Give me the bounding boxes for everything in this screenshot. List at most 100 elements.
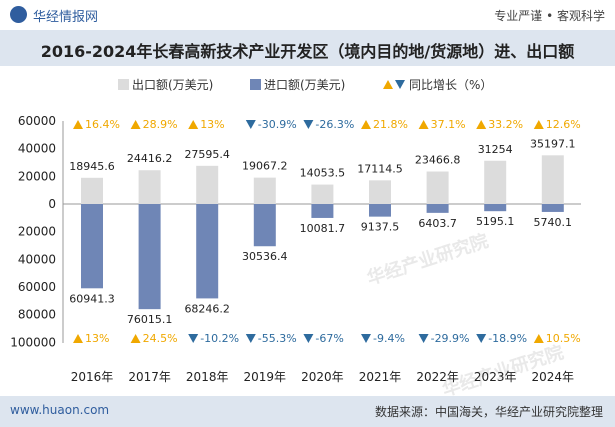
top-bar: 华经情报网 专业严谨 • 客观科学 [0,0,615,30]
x-tick-label: 2018年 [186,370,229,384]
legend-swatch-export [118,79,129,90]
growth-label-import: -55.3% [258,332,297,345]
bar-import [81,204,103,289]
legend-label-export: 出口额(万美元) [132,78,213,92]
data-label-export: 14053.5 [300,167,346,180]
bar-export [369,180,391,204]
watermark-text: 华经产业研究院 [364,230,491,290]
growth-down-triangle [188,334,199,343]
data-label-import: 5740.1 [534,216,573,229]
bar-export [541,155,564,204]
bar-import [196,204,219,299]
growth-label-import: -67% [315,332,343,345]
x-tick-label: 2017年 [128,370,171,384]
bar-export [253,177,276,204]
data-label-export: 19067.2 [242,160,288,173]
growth-label-import: -9.4% [373,332,405,345]
y-tick-label: 100000 [10,335,56,349]
x-tick-label: 2020年 [301,370,344,384]
bar-import [484,204,507,212]
growth-up-triangle [533,120,544,129]
y-tick-label: 40000 [18,142,56,156]
data-label-export: 23466.8 [415,154,461,167]
data-label-import: 60941.3 [69,292,115,305]
bar-import [253,204,276,247]
data-label-import: 5195.1 [476,215,515,228]
bar-import [369,204,391,217]
data-label-import: 6403.7 [418,217,457,230]
bar-import [426,204,449,213]
legend-up-triangle [383,80,393,89]
growth-up-triangle [361,120,371,129]
growth-down-triangle [361,334,371,343]
growth-label-import: -29.9% [431,332,470,345]
data-label-export: 17114.5 [357,162,403,175]
data-label-import: 30536.4 [242,250,288,263]
bar-export [196,165,219,204]
legend-label-growth: 同比增长（%） [409,78,492,92]
data-label-export: 18945.6 [69,160,115,173]
x-tick-label: 2021年 [359,370,402,384]
growth-up-triangle [130,120,141,129]
bar-import [138,204,161,310]
bar-export [484,160,507,204]
legend-swatch-import [250,79,261,90]
legend-label-import: 进口额(万美元) [264,78,345,92]
growth-down-triangle [245,334,256,343]
data-label-import: 9137.5 [361,221,400,234]
growth-down-triangle [303,334,314,343]
footer-website[interactable]: www.huaon.com [10,403,110,417]
x-tick-label: 2024年 [532,370,575,384]
growth-label-export: 33.2% [488,118,523,131]
growth-label-export: 21.8% [373,118,408,131]
growth-up-triangle [418,120,429,129]
title-band [0,30,615,66]
growth-label-import: -18.9% [488,332,527,345]
y-tick-label: 20000 [18,225,56,239]
x-tick-label: 2019年 [244,370,287,384]
brand-logo-icon [10,6,27,23]
x-tick-label: 2023年 [474,370,517,384]
data-label-import: 68246.2 [184,302,230,315]
growth-up-triangle [73,120,83,129]
growth-label-import: -10.2% [200,332,239,345]
growth-label-export: 13% [200,118,224,131]
bar-export [81,177,103,204]
y-tick-label: 80000 [18,308,56,322]
brand-slogan: 专业严谨 • 客观科学 [494,9,605,23]
bar-export [311,184,334,204]
y-tick-label: 40000 [18,252,56,266]
growth-label-export: 16.4% [85,118,120,131]
growth-up-triangle [533,334,544,343]
growth-label-export: 12.6% [546,118,581,131]
footer-source: 数据来源：中国海关，华经产业研究院整理 [374,405,603,419]
growth-label-export: -30.9% [258,118,297,131]
growth-label-export: 37.1% [431,118,466,131]
growth-label-export: -26.3% [315,118,354,131]
chart-title: 2016-2024年长春高新技术产业开发区（境内目的地/货源地）进、出口额 [40,42,575,61]
growth-up-triangle [130,334,141,343]
growth-label-import: 24.5% [143,332,178,345]
data-label-export: 35197.1 [530,137,576,150]
data-label-import: 76015.1 [127,313,173,326]
growth-label-export: 28.9% [143,118,178,131]
y-tick-label: 60000 [18,280,56,294]
growth-up-triangle [188,120,199,129]
data-label-export: 24416.2 [127,152,173,165]
bar-export [426,171,449,204]
growth-up-triangle [476,120,487,129]
data-label-export: 31254 [478,143,513,156]
bar-import [541,204,564,212]
growth-down-triangle [418,334,429,343]
data-label-export: 27595.4 [184,148,230,161]
growth-up-triangle [73,334,83,343]
data-label-import: 10081.7 [300,222,346,235]
bar-import [311,204,334,218]
growth-label-import: 13% [85,332,109,345]
growth-down-triangle [476,334,487,343]
y-tick-label: 20000 [18,169,56,183]
growth-down-triangle [245,120,256,129]
y-tick-label: 60000 [18,114,56,128]
y-tick-label: 0 [48,197,56,211]
